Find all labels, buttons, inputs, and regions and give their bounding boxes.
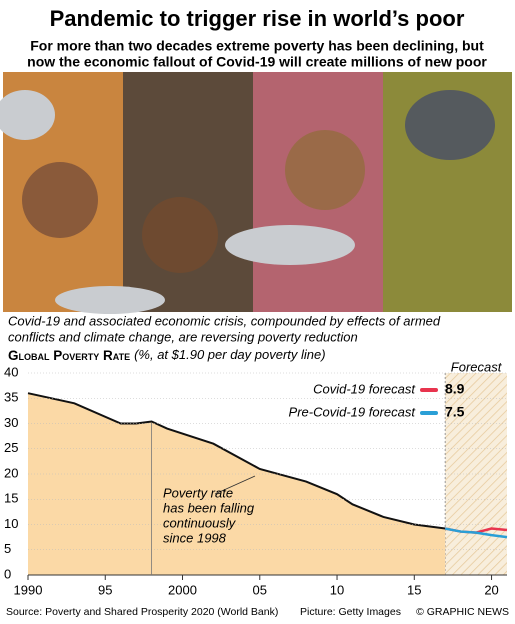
picture-credit: Picture: Getty Images xyxy=(300,606,401,618)
photo xyxy=(0,72,512,314)
annotation: since 1998 xyxy=(163,530,227,545)
forecast-label: Forecast xyxy=(451,359,503,374)
annotation: Poverty rate xyxy=(163,485,233,500)
legend-value: 7.5 xyxy=(445,404,465,420)
y-tick-label: 20 xyxy=(4,465,18,480)
legend-label: Pre-Covid-19 forecast xyxy=(289,404,417,419)
legend-label: Covid-19 forecast xyxy=(313,381,416,396)
x-tick-label: 15 xyxy=(407,582,421,597)
y-tick-label: 25 xyxy=(4,440,18,455)
credit: © GRAPHIC NEWS xyxy=(416,606,509,618)
title: Pandemic to trigger rise in world’s poor xyxy=(50,6,465,31)
line xyxy=(444,527,508,539)
y-tick-label: 10 xyxy=(4,516,18,531)
y-tick-label: 30 xyxy=(4,415,18,430)
caption: Covid-19 and associated economic crisis,… xyxy=(8,313,441,328)
annotation: continuously xyxy=(163,515,237,530)
x-tick-label: 95 xyxy=(98,582,112,597)
x-tick-label: 20 xyxy=(484,582,498,597)
line xyxy=(27,392,446,530)
y-tick-label: 15 xyxy=(4,491,18,506)
chart-title-text: Global Poverty Rate xyxy=(8,348,130,363)
y-tick-label: 40 xyxy=(4,364,18,379)
y-tick-label: 0 xyxy=(4,566,11,581)
y-tick-label: 35 xyxy=(4,390,18,405)
x-tick-label: 1990 xyxy=(14,582,43,597)
legend-value: 8.9 xyxy=(445,381,465,397)
caption: conflicts and climate change, are revers… xyxy=(8,329,358,344)
x-tick-label: 2000 xyxy=(168,582,197,597)
annotation: has been falling xyxy=(163,500,255,515)
annotation-pointer xyxy=(214,475,256,495)
chart-title-note: (%, at $1.90 per day poverty line) xyxy=(134,347,326,362)
x-tick-label: 10 xyxy=(330,582,344,597)
y-tick-label: 5 xyxy=(4,541,11,556)
x-tick-label: 05 xyxy=(253,582,267,597)
subtitle: For more than two decades extreme povert… xyxy=(30,38,484,54)
source: Source: Poverty and Shared Prosperity 20… xyxy=(6,606,278,618)
chart-title: Global Poverty Rate (%, at $1.90 per day … xyxy=(8,347,326,362)
subtitle: now the economic fallout of Covid-19 wil… xyxy=(27,54,487,70)
